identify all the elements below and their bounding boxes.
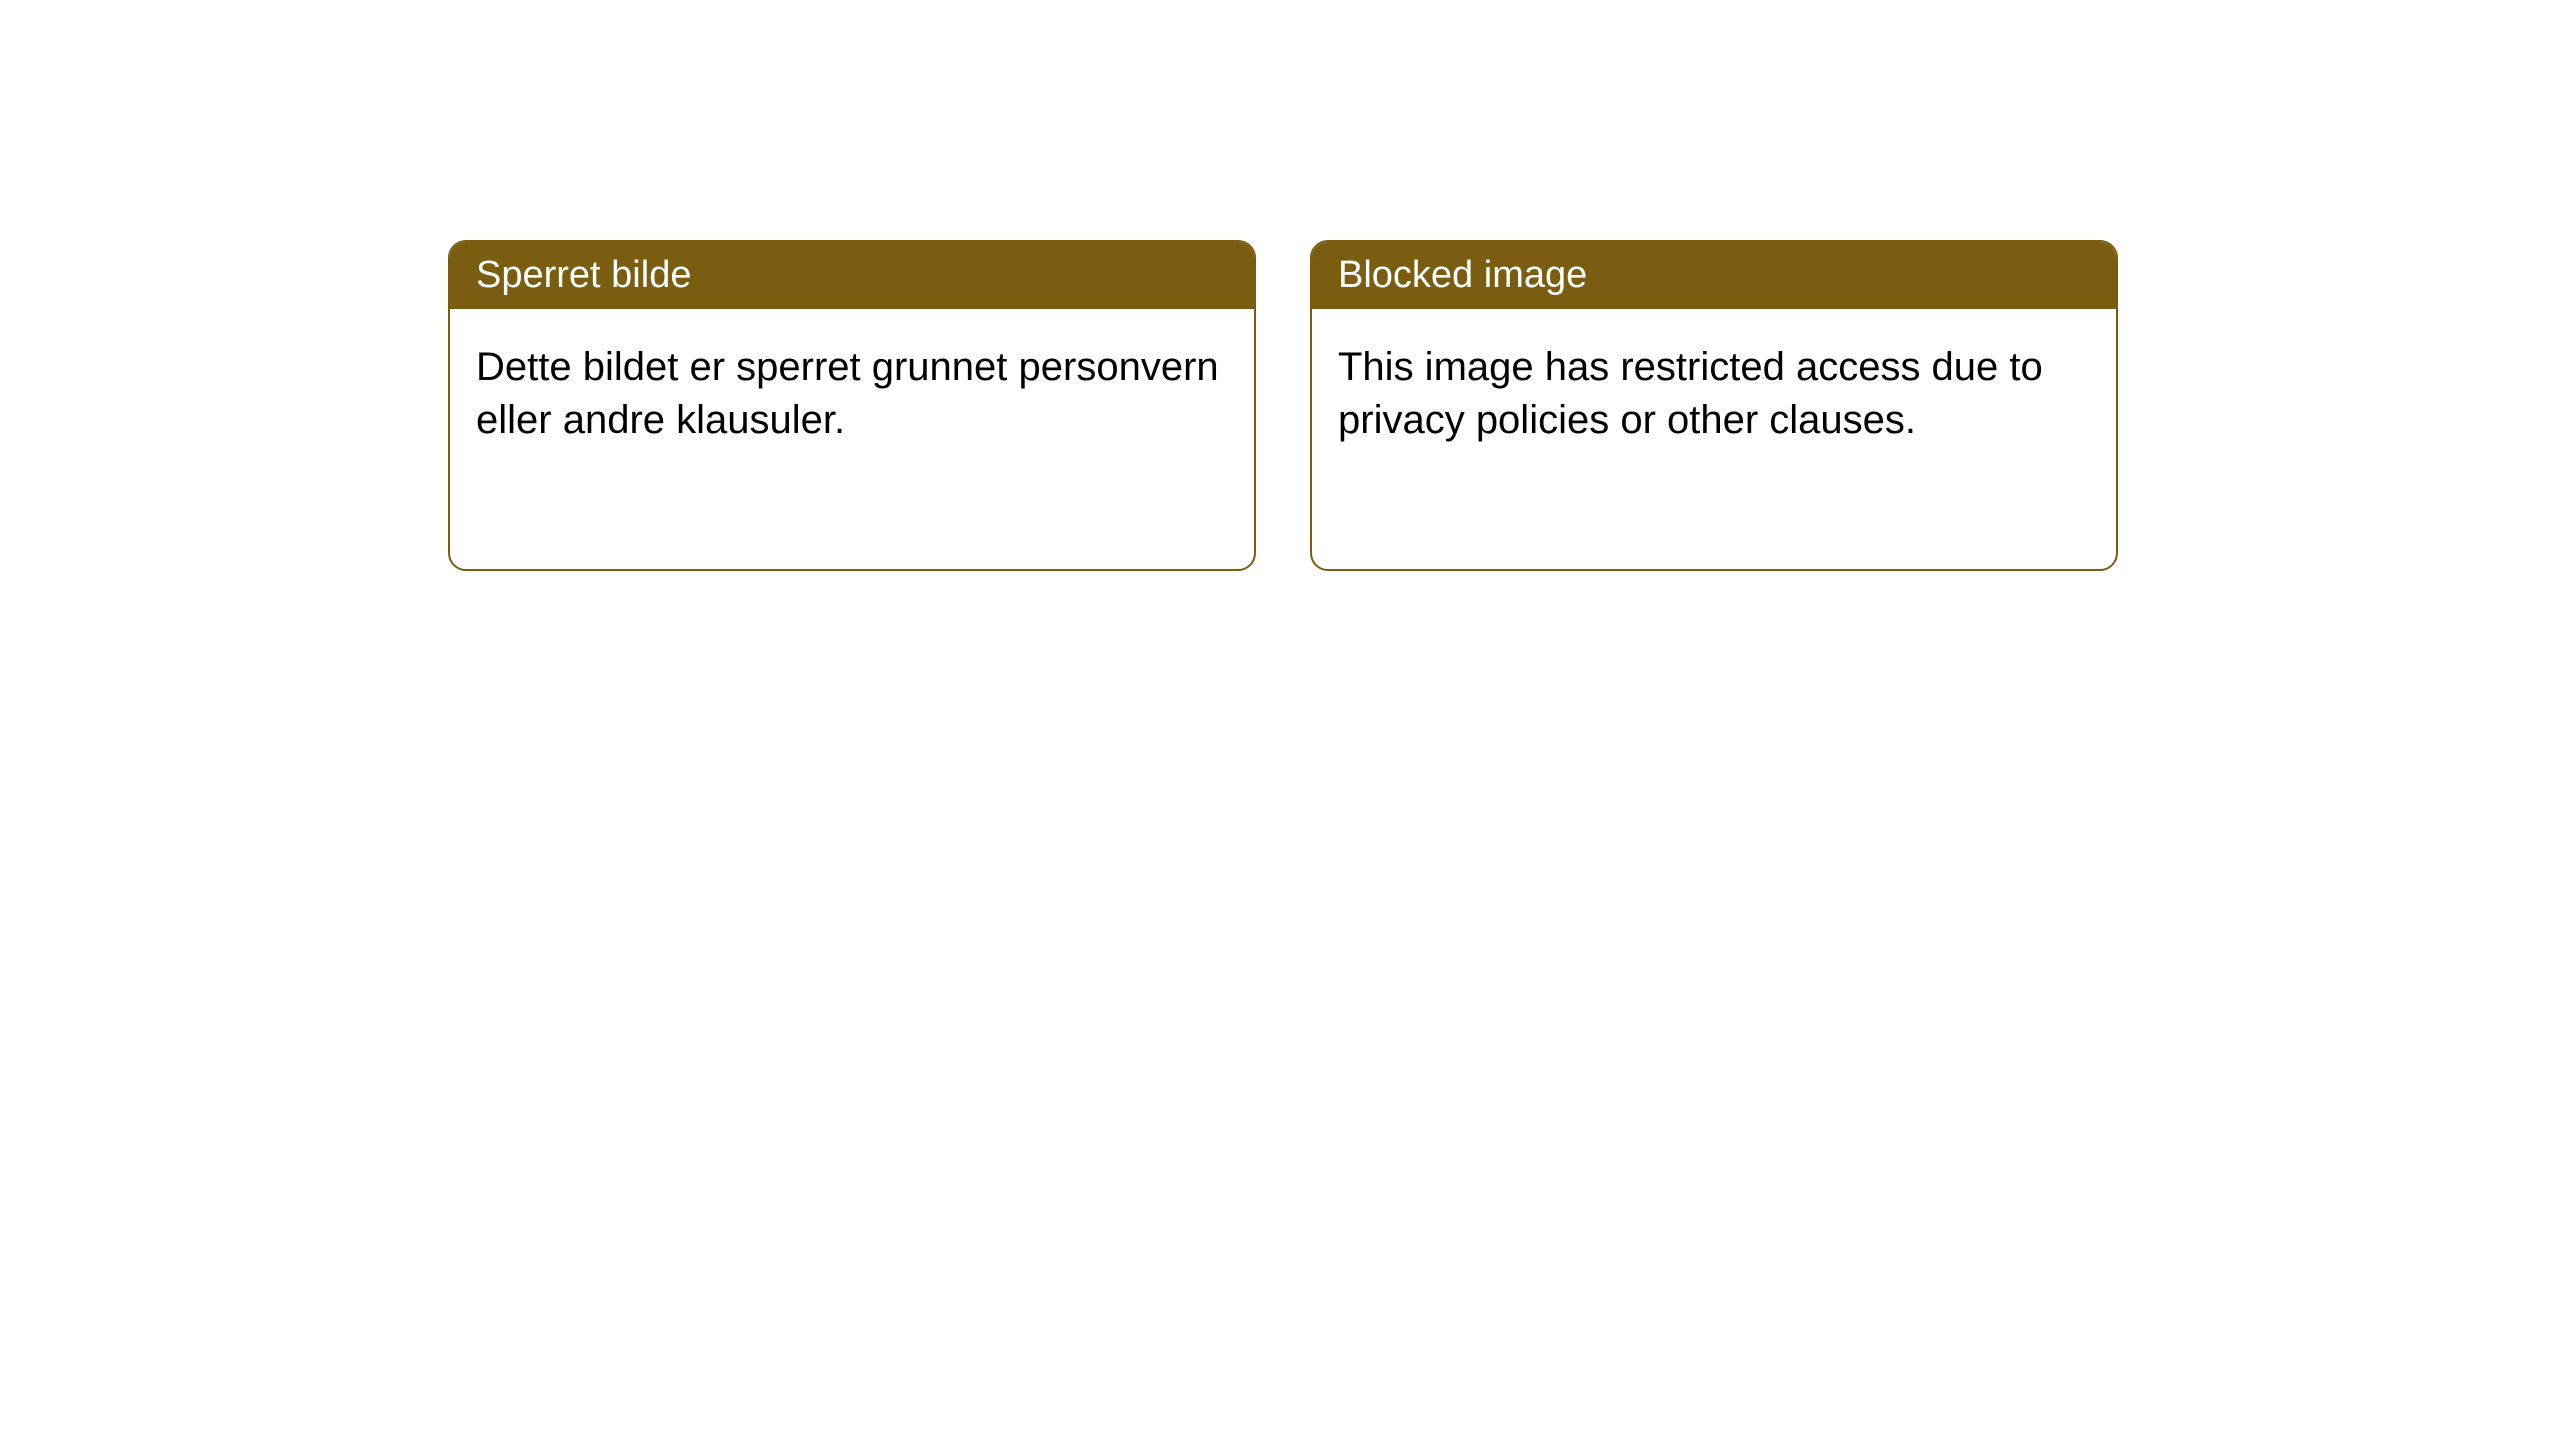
notice-header-english: Blocked image	[1312, 242, 2116, 309]
notice-body-english: This image has restricted access due to …	[1312, 309, 2116, 569]
notice-header-norwegian: Sperret bilde	[450, 242, 1254, 309]
notice-container: Sperret bilde Dette bildet er sperret gr…	[0, 0, 2560, 571]
notice-body-norwegian: Dette bildet er sperret grunnet personve…	[450, 309, 1254, 569]
notice-box-norwegian: Sperret bilde Dette bildet er sperret gr…	[448, 240, 1256, 571]
notice-box-english: Blocked image This image has restricted …	[1310, 240, 2118, 571]
